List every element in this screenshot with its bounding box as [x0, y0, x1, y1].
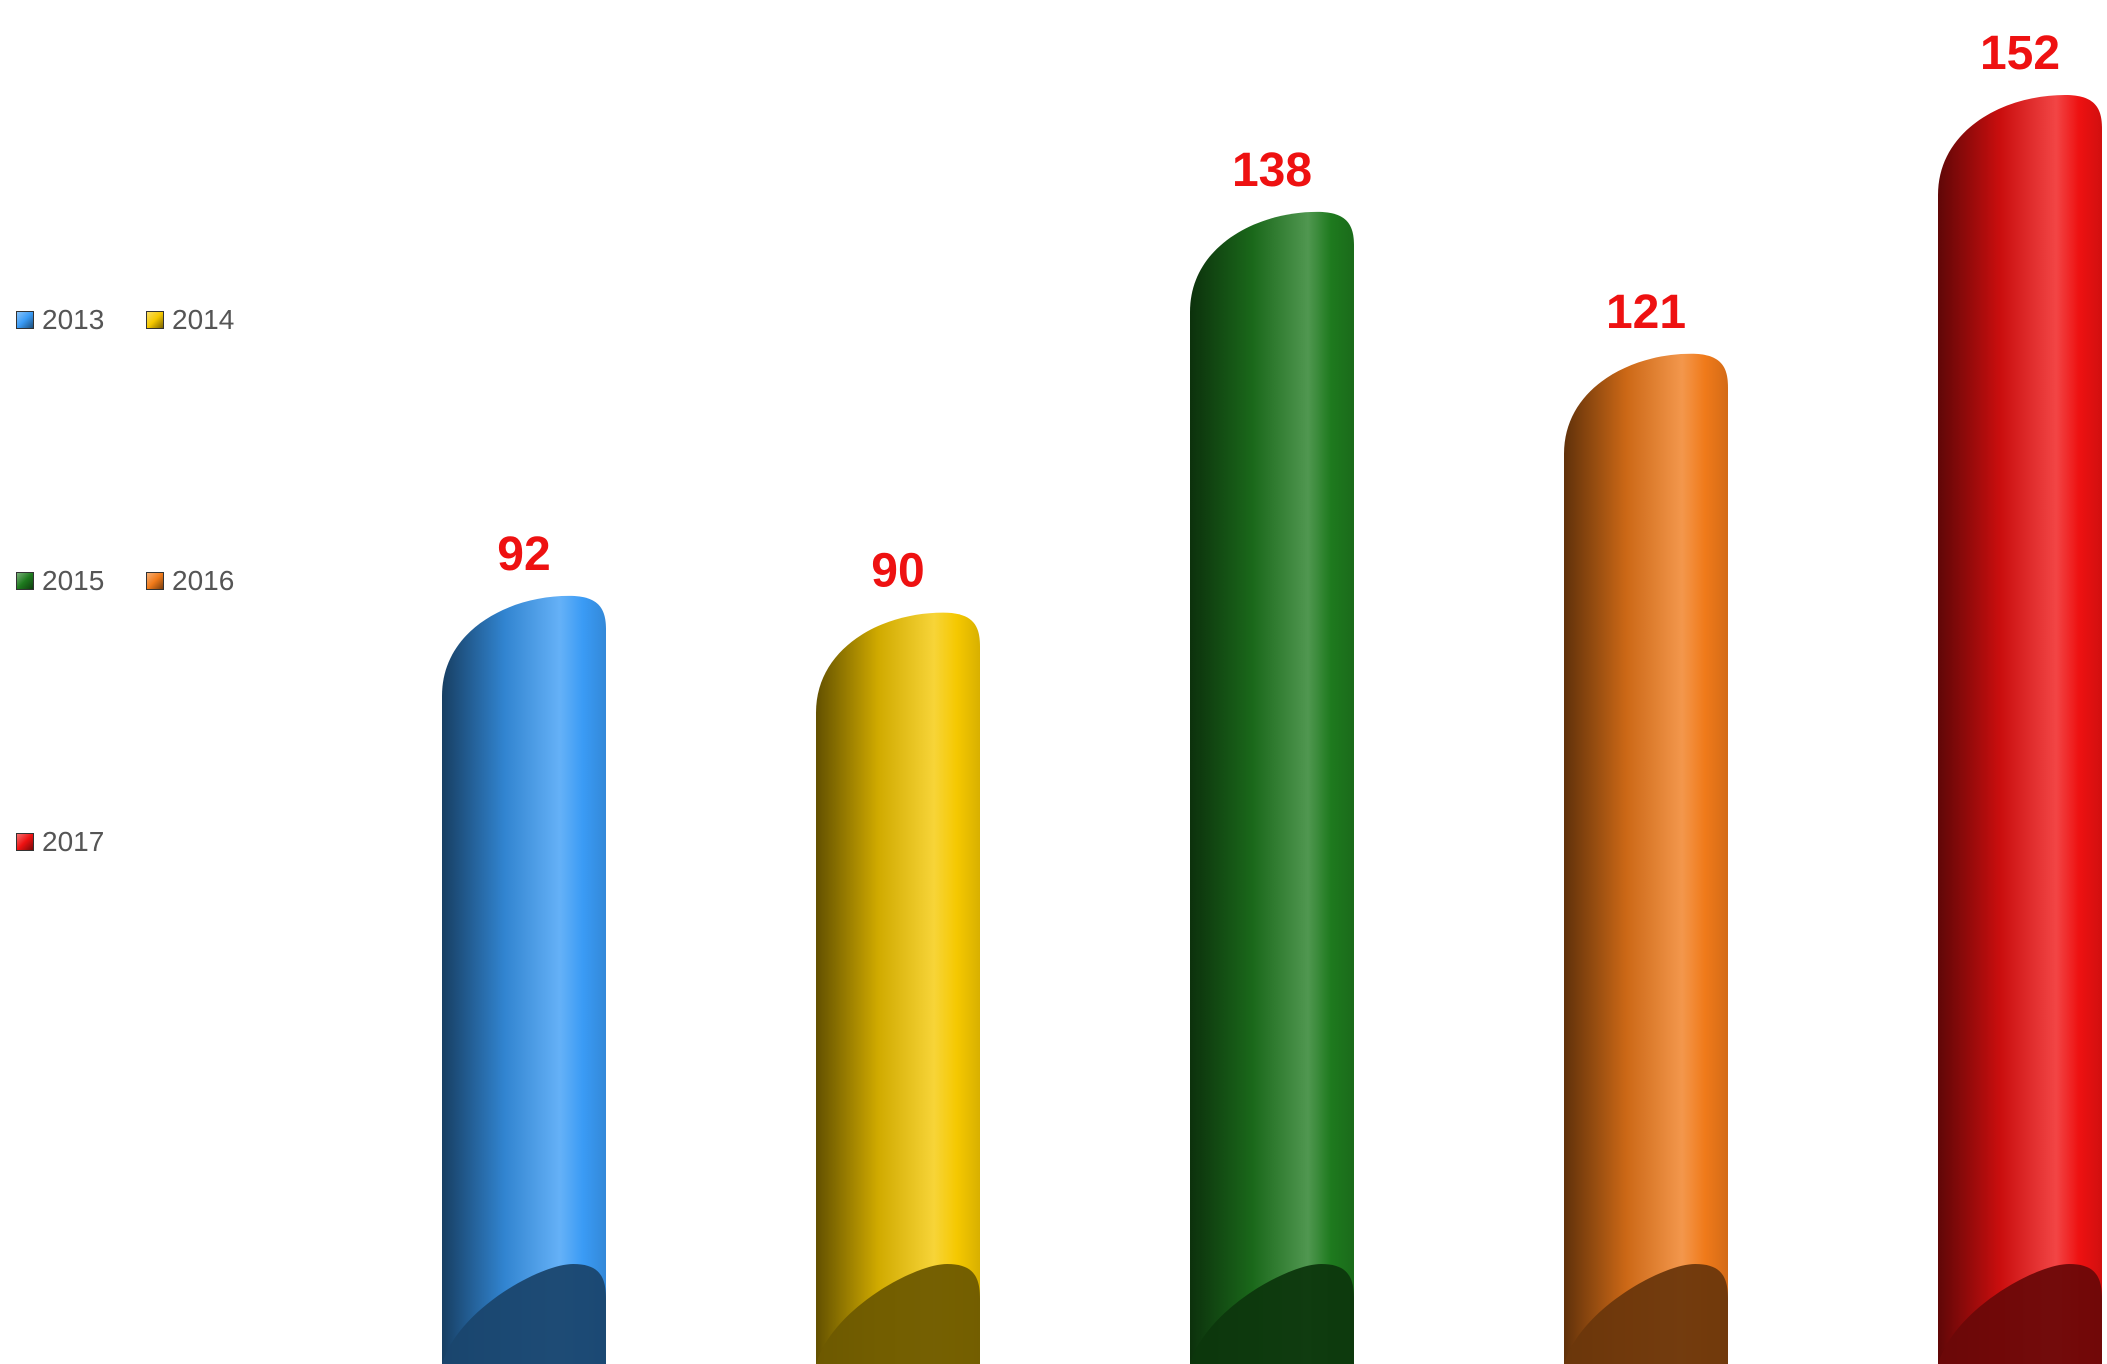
bar-2013 — [442, 595, 606, 1364]
legend-swatch-2014 — [146, 311, 164, 329]
bar-base — [816, 1264, 980, 1364]
data-label-2015: 138 — [1232, 144, 1312, 197]
legend-label-2014: 2014 — [172, 304, 235, 335]
legend-item-2017[interactable]: 2017 — [16, 826, 146, 858]
legend-item-2016[interactable]: 2016 — [146, 565, 276, 597]
legend-row: 2013 2014 — [16, 300, 276, 340]
legend-swatch-2015 — [16, 572, 34, 590]
bar-base — [1938, 1264, 2102, 1364]
legend-swatch-2013 — [16, 311, 34, 329]
bar-2015 — [1190, 211, 1354, 1364]
legend-label-2017: 2017 — [42, 826, 105, 857]
bar-2014 — [816, 612, 980, 1364]
bar-base — [1564, 1264, 1728, 1364]
legend-swatch-2016 — [146, 572, 164, 590]
bar-body — [1938, 95, 2102, 1364]
legend-item-2015[interactable]: 2015 — [16, 565, 146, 597]
data-labels-layer: 92 90 138 121 152 — [497, 27, 2060, 598]
data-label-2013: 92 — [497, 528, 550, 581]
data-label-2014: 90 — [871, 545, 924, 598]
legend-row: 2017 — [16, 822, 276, 862]
bar-body — [1190, 211, 1354, 1364]
legend-item-2013[interactable]: 2013 — [16, 304, 146, 336]
bar-base — [1190, 1264, 1354, 1364]
bars-layer — [442, 95, 2102, 1364]
bar-body — [442, 595, 606, 1364]
legend-row: 2015 2016 — [16, 561, 276, 601]
bar-body — [816, 612, 980, 1364]
legend-label-2013: 2013 — [42, 304, 105, 335]
bar-2017 — [1938, 95, 2102, 1364]
data-label-2017: 152 — [1980, 27, 2060, 80]
legend-label-2015: 2015 — [42, 565, 105, 596]
data-label-2016: 121 — [1606, 286, 1686, 339]
legend: 2013 2014 2015 2016 2017 — [16, 300, 276, 1083]
bar-body — [1564, 353, 1728, 1364]
legend-item-2014[interactable]: 2014 — [146, 304, 276, 336]
legend-swatch-2017 — [16, 833, 34, 851]
bar-base — [442, 1264, 606, 1364]
bar-2016 — [1564, 353, 1728, 1364]
legend-label-2016: 2016 — [172, 565, 235, 596]
